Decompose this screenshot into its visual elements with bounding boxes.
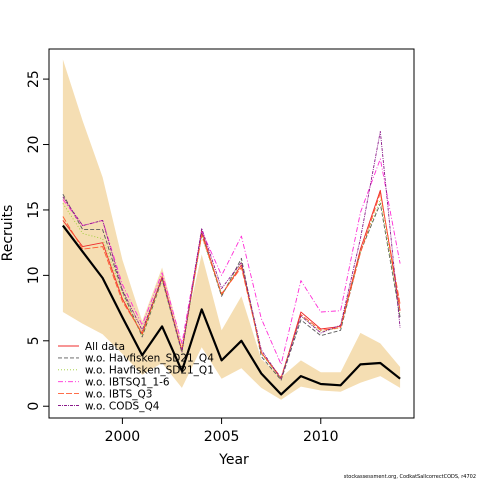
x-tick-label-2000: 2000 [105, 429, 141, 445]
legend-label-5: w.o. IBTS_Q3 [85, 388, 152, 400]
y-tick-label-15: 15 [26, 201, 42, 219]
legend-label-4: w.o. IBTSQ1_1-6 [85, 377, 170, 389]
x-tick-label-2005: 2005 [204, 429, 240, 445]
series-line-w-o-havfisken-sd21-q4 [62, 193, 401, 381]
y-axis: 0 5 10 15 20 25 [26, 70, 49, 411]
confidence-band [62, 59, 401, 400]
x-axis: 2000 2005 2010 [105, 418, 339, 445]
series-line-w-o-ibts-q3 [62, 192, 401, 378]
series-line-main-estimate [62, 224, 401, 396]
legend-label-2: w.o. Havfisken_SD21_Q4 [85, 353, 214, 365]
series-line-w-o-cods-q4 [62, 130, 401, 380]
y-tick-label-25: 25 [26, 70, 42, 88]
plot-frame [48, 48, 415, 419]
y-axis-title: Recruits [0, 205, 16, 262]
series-line-w-o-havfisken-sd21-q1 [62, 199, 401, 380]
footnote: stockassessment.org, CodkatSallcorrectCO… [344, 474, 476, 480]
y-tick-label-20: 20 [26, 136, 42, 154]
y-tick-label-5: 5 [26, 336, 42, 345]
series-layer [62, 130, 401, 396]
legend-label-3: w.o. Havfisken_SD21_Q1 [85, 365, 214, 377]
legend-label-1: All data [85, 341, 125, 353]
legend-label-6: w.o. CODS_Q4 [85, 400, 160, 412]
y-tick-label-10: 10 [26, 266, 42, 284]
y-tick-label-0: 0 [26, 402, 42, 411]
confidence-band-layer [62, 59, 401, 400]
x-axis-title: Year [218, 452, 249, 468]
x-tick-label-2010: 2010 [303, 429, 339, 445]
